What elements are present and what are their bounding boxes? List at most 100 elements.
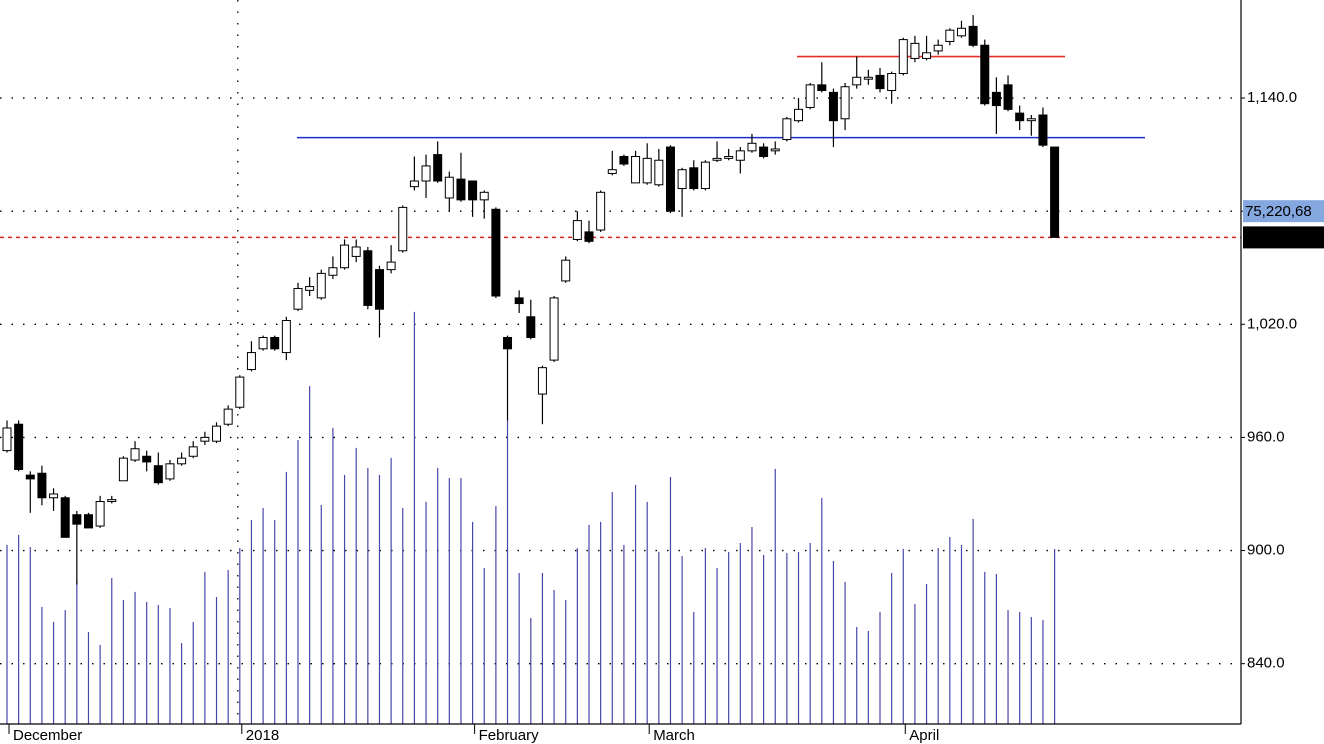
candle-body — [689, 167, 699, 190]
candle-body — [700, 161, 710, 190]
candle-body — [619, 155, 629, 165]
candle-body — [212, 425, 222, 442]
candle-body — [537, 367, 547, 395]
candle-body — [456, 178, 466, 201]
y-tick-label: 840.0 — [1247, 655, 1285, 672]
candle-body — [14, 423, 24, 470]
x-tick-label: February — [479, 727, 540, 744]
candle-body — [60, 497, 70, 538]
candle-body — [398, 206, 408, 252]
candle-body — [409, 180, 419, 188]
candle-body — [642, 157, 652, 184]
candle-body — [712, 157, 722, 161]
y-tick-label: 1,140.0 — [1247, 89, 1297, 106]
candle-body — [1050, 146, 1060, 238]
candle-body — [246, 352, 256, 371]
y-tick-label: 960.0 — [1247, 428, 1285, 445]
candle-body — [514, 297, 524, 305]
x-tick-label: April — [909, 727, 939, 744]
candle-body — [433, 154, 443, 182]
candle-body — [351, 246, 361, 257]
candle-body — [293, 287, 303, 310]
candle-body — [340, 244, 350, 269]
candle-body — [922, 52, 932, 59]
candle-body — [759, 146, 769, 157]
candle-body — [177, 457, 187, 465]
candle-body — [95, 501, 105, 527]
candle-body — [875, 74, 885, 90]
candle-body — [258, 336, 268, 350]
candle-body — [572, 220, 582, 240]
x-tick-label: March — [653, 727, 695, 744]
candle-body — [910, 42, 920, 59]
candle-body — [130, 448, 140, 461]
candle-body — [840, 86, 850, 120]
candle-body — [270, 336, 280, 350]
candle-body — [305, 286, 315, 291]
candle-body — [665, 146, 675, 212]
candle-body — [968, 25, 978, 46]
candle-body — [654, 159, 664, 186]
candle-body — [945, 29, 955, 42]
candle-body — [828, 91, 838, 122]
candle-body — [852, 76, 862, 86]
candle-body — [188, 446, 198, 457]
candle-body — [491, 208, 501, 297]
candle-body — [200, 436, 210, 442]
candle-body — [631, 155, 641, 184]
last-price-label: 1,066.09 — [1245, 229, 1303, 246]
candle-body — [898, 39, 908, 75]
candle-body — [607, 169, 617, 174]
last-price-box — [1243, 226, 1324, 249]
volume-label-box — [1243, 200, 1324, 223]
y-tick-label: 900.0 — [1247, 542, 1285, 559]
candle-body — [25, 474, 35, 480]
candle-body — [1003, 84, 1013, 110]
candle-body — [747, 142, 757, 152]
candle-body — [991, 91, 1001, 107]
candle-body — [863, 76, 873, 80]
candle-body — [83, 514, 93, 529]
candle-body — [118, 457, 128, 482]
candle-body — [479, 191, 489, 201]
candle-body — [526, 316, 536, 338]
candle-body — [794, 108, 804, 122]
candle-body — [596, 191, 606, 231]
candle-body — [2, 427, 12, 452]
candle-body — [1015, 112, 1025, 122]
candle-body — [107, 499, 117, 503]
candle-body — [374, 269, 384, 310]
candle-body — [235, 376, 245, 408]
candle-body — [72, 514, 82, 525]
candle-body — [328, 267, 338, 276]
x-tick-label: 2018 — [246, 727, 279, 744]
candle-body — [444, 176, 454, 199]
candle-body — [817, 84, 827, 91]
candle-body — [1038, 114, 1048, 146]
candle-body — [142, 455, 152, 463]
candle-body — [805, 84, 815, 108]
candle-body — [1026, 118, 1036, 122]
candle-body — [887, 73, 897, 91]
candle-body — [956, 27, 966, 37]
candle-body — [735, 150, 745, 161]
candle-body — [281, 320, 291, 354]
candle-body — [549, 297, 559, 361]
y-tick-label: 1,020.0 — [1247, 315, 1297, 332]
volume-label: 75,220,68 — [1245, 203, 1312, 220]
candle-body — [153, 465, 163, 484]
candle-body — [37, 472, 47, 499]
candle-body — [503, 336, 513, 350]
candle-body — [386, 261, 396, 271]
candle-body — [223, 408, 233, 425]
candle-body — [421, 165, 431, 182]
candle-body — [933, 44, 943, 52]
candle-body — [724, 155, 734, 159]
candle-body — [584, 231, 594, 242]
candle-body — [770, 148, 780, 152]
candle-body — [677, 169, 687, 190]
candle-body — [980, 44, 990, 105]
candle-body — [363, 250, 373, 306]
candle-body — [782, 118, 792, 141]
